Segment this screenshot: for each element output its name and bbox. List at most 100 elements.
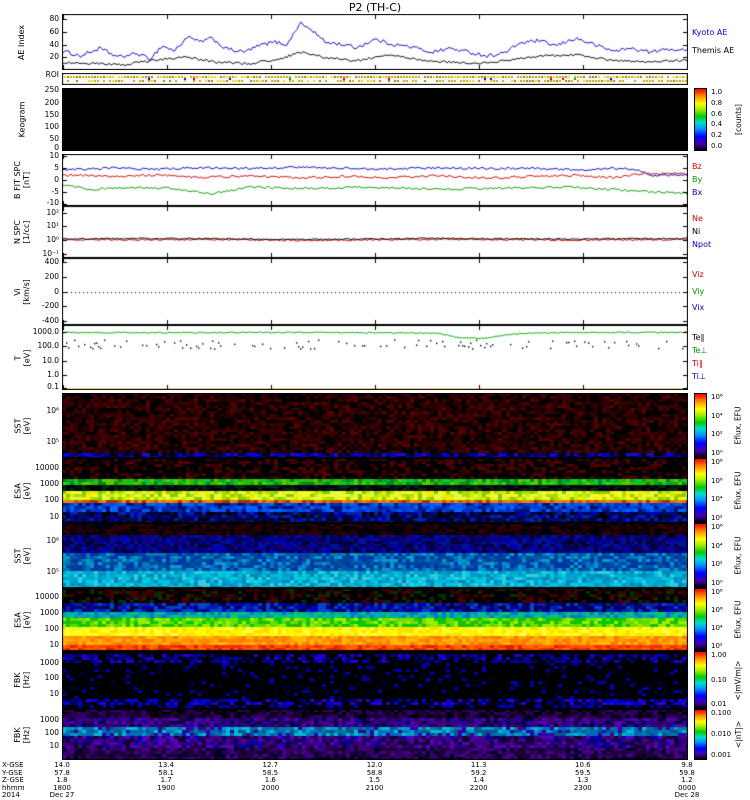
- time-axis-value: 14.0: [54, 761, 70, 769]
- sst_ion-ylabel-text: SST [eV]: [12, 417, 31, 434]
- sst_electron-colorbar-unit-text: Eflux, EFU: [733, 536, 743, 575]
- keogram-ytick-5: 0: [54, 143, 59, 152]
- velocity-ytick-3: -200: [41, 301, 59, 311]
- velocity-ytick-1: 200: [44, 271, 59, 281]
- density-ytick-2: 10⁰: [46, 235, 59, 245]
- ae-plot-canvas: [62, 14, 688, 70]
- bfit-line-label-by: By: [692, 175, 703, 184]
- bfit-line-label-bx: Bx: [692, 188, 703, 197]
- velocity-line-label-viz: Viz: [692, 269, 704, 279]
- sst_ion-colorbar: [694, 393, 707, 458]
- esa_electron-colorbar-unit-text: Eflux, EFU: [733, 600, 743, 639]
- temperature-ytick-2: 10.0: [42, 355, 59, 365]
- esa_electron-ytick-3: 10: [49, 639, 59, 649]
- temperature-ytick-4: 0.1: [47, 382, 59, 391]
- ae-ytick-2: 40: [49, 39, 59, 49]
- velocity-ytick-0: 400: [44, 256, 59, 266]
- fbk_b-colorbar-tick-2: 0.001: [711, 751, 732, 759]
- esa_electron-ytick-1: 1000: [39, 608, 59, 618]
- keogram-colorbar-tick-4: 0.2: [711, 131, 723, 140]
- keogram-ytick-1: 200: [44, 97, 59, 107]
- esa_electron-ytick-0: 10000: [35, 592, 59, 602]
- esa_electron-colorbar-tick-3: 10²: [711, 642, 723, 650]
- esa_ion-ytick-0: 10000: [35, 462, 59, 472]
- fbk_b-ytick-0: 1000: [39, 714, 59, 724]
- sst_electron-colorbar-tick-1: 10⁴: [711, 541, 723, 550]
- fbk_b-plot-canvas: [62, 709, 688, 760]
- temperature-ytick-1: 100.0: [37, 341, 59, 351]
- temperature-line-label-ti∥: Ti∥: [692, 359, 703, 368]
- sst_ion-colorbar-unit-text: Eflux, EFU: [733, 406, 743, 445]
- fbk_e-colorbar-tick-0: 1.00: [711, 651, 727, 659]
- esa_electron-colorbar-unit: Eflux, EFU: [727, 588, 749, 651]
- sst_electron-colorbar-unit: Eflux, EFU: [727, 523, 749, 588]
- ae-ytick-1: 60: [49, 26, 59, 36]
- time-axis-value: 2100: [365, 783, 384, 792]
- sst_ion-colorbar-tick-2: 10²: [711, 430, 723, 439]
- fbk_e-plot-canvas: [62, 651, 688, 709]
- keogram-plot-canvas: [62, 88, 688, 151]
- esa_electron-colorbar-tick-1: 10⁶: [711, 606, 723, 614]
- fbk_e-ytick-1: 100: [44, 673, 59, 683]
- sst_electron-ylabel-text: SST [eV]: [12, 547, 31, 564]
- time-axis-value: Dec 28: [674, 791, 700, 799]
- time-axis-value: 1.8: [56, 776, 68, 784]
- time-axis-value: Dec 27: [49, 791, 75, 799]
- bfit-ytick-0: 10: [49, 151, 59, 161]
- time-axis-value: 59.8: [679, 768, 695, 777]
- time-axis-value: 10.6: [575, 761, 591, 769]
- esa_electron-colorbar-tick-0: 10⁸: [711, 588, 723, 596]
- bfit-plot-canvas: [62, 154, 688, 206]
- fbk_e-ytick-0: 1000: [39, 657, 59, 667]
- keogram-colorbar-tick-3: 0.4: [711, 120, 723, 129]
- fbk_b-colorbar: [694, 709, 707, 760]
- time-axis-value: 1.5: [368, 776, 381, 784]
- esa_ion-ytick-2: 100: [44, 495, 59, 505]
- temperature-ytick-3: 1.0: [47, 369, 59, 379]
- time-axis-row-label-y-gse: Y-GSE: [2, 768, 23, 777]
- esa_ion-colorbar-tick-2: 10⁴: [711, 495, 723, 504]
- keogram-colorbar-tick-2: 0.6: [711, 109, 723, 118]
- sst_ion-colorbar-tick-0: 10⁶: [711, 393, 723, 401]
- bfit-ytick-1: 5: [54, 163, 59, 173]
- time-axis-value: 58.5: [262, 768, 279, 777]
- ae-line-label-themis ae: Themis AE: [692, 46, 735, 56]
- bfit-ytick-3: -5: [51, 186, 59, 196]
- esa_electron-ytick-2: 100: [44, 623, 59, 633]
- ae-ytick-0: 80: [49, 14, 59, 24]
- time-axis-value: 1.6: [264, 776, 276, 784]
- keogram-ylabel-text: Keogram: [17, 101, 27, 138]
- keogram-ytick-4: 50: [49, 133, 59, 143]
- sst_electron-colorbar: [694, 523, 707, 588]
- ae-ytick-3: 20: [49, 52, 59, 62]
- time-axis-row-label-2014: 2014: [2, 791, 20, 799]
- fbk_e-ytick-2: 10: [49, 688, 59, 698]
- keogram-colorbar-tick-0: 1.0: [711, 88, 723, 96]
- sst_ion-colorbar-tick-3: 10⁰: [711, 449, 723, 457]
- time-axis-value: 59.5: [575, 768, 591, 777]
- sst_ion-ylabel: SST [eV]: [4, 393, 40, 458]
- time-axis-row-label-z-gse: Z-GSE: [2, 776, 24, 784]
- density-ytick-0: 10²: [46, 207, 59, 217]
- sst_ion-colorbar-unit: Eflux, EFU: [727, 393, 749, 458]
- density-ytick-3: 10⁻¹: [42, 248, 59, 258]
- time-axis-value: 1.4: [473, 776, 485, 784]
- velocity-line-label-vix: Vix: [692, 303, 705, 313]
- time-axis-row-label-x-gse: X-GSE: [2, 761, 24, 769]
- density-line-label-npot: Npot: [692, 240, 712, 249]
- esa_ion-colorbar-tick-1: 10⁶: [711, 476, 723, 485]
- bfit-ytick-2: 0: [54, 175, 59, 184]
- sst_ion-plot-canvas: [62, 393, 688, 458]
- sst_ion-colorbar-tick-1: 10⁴: [711, 411, 723, 420]
- density-ytick-1: 10¹: [46, 221, 59, 231]
- time-axis-value: 1.7: [160, 776, 172, 784]
- keogram-ytick-3: 100: [44, 121, 59, 131]
- temperature-line-label-te∥: Te∥: [692, 333, 705, 342]
- time-axis-value: 59.2: [470, 768, 487, 777]
- time-axis-value: 58.8: [366, 768, 383, 777]
- time-axis-value: 57.8: [54, 768, 70, 777]
- keogram-ytick-2: 150: [44, 109, 59, 119]
- density-line-label-ne: Ne: [692, 214, 703, 223]
- bfit-ytick-4: -10: [46, 198, 59, 207]
